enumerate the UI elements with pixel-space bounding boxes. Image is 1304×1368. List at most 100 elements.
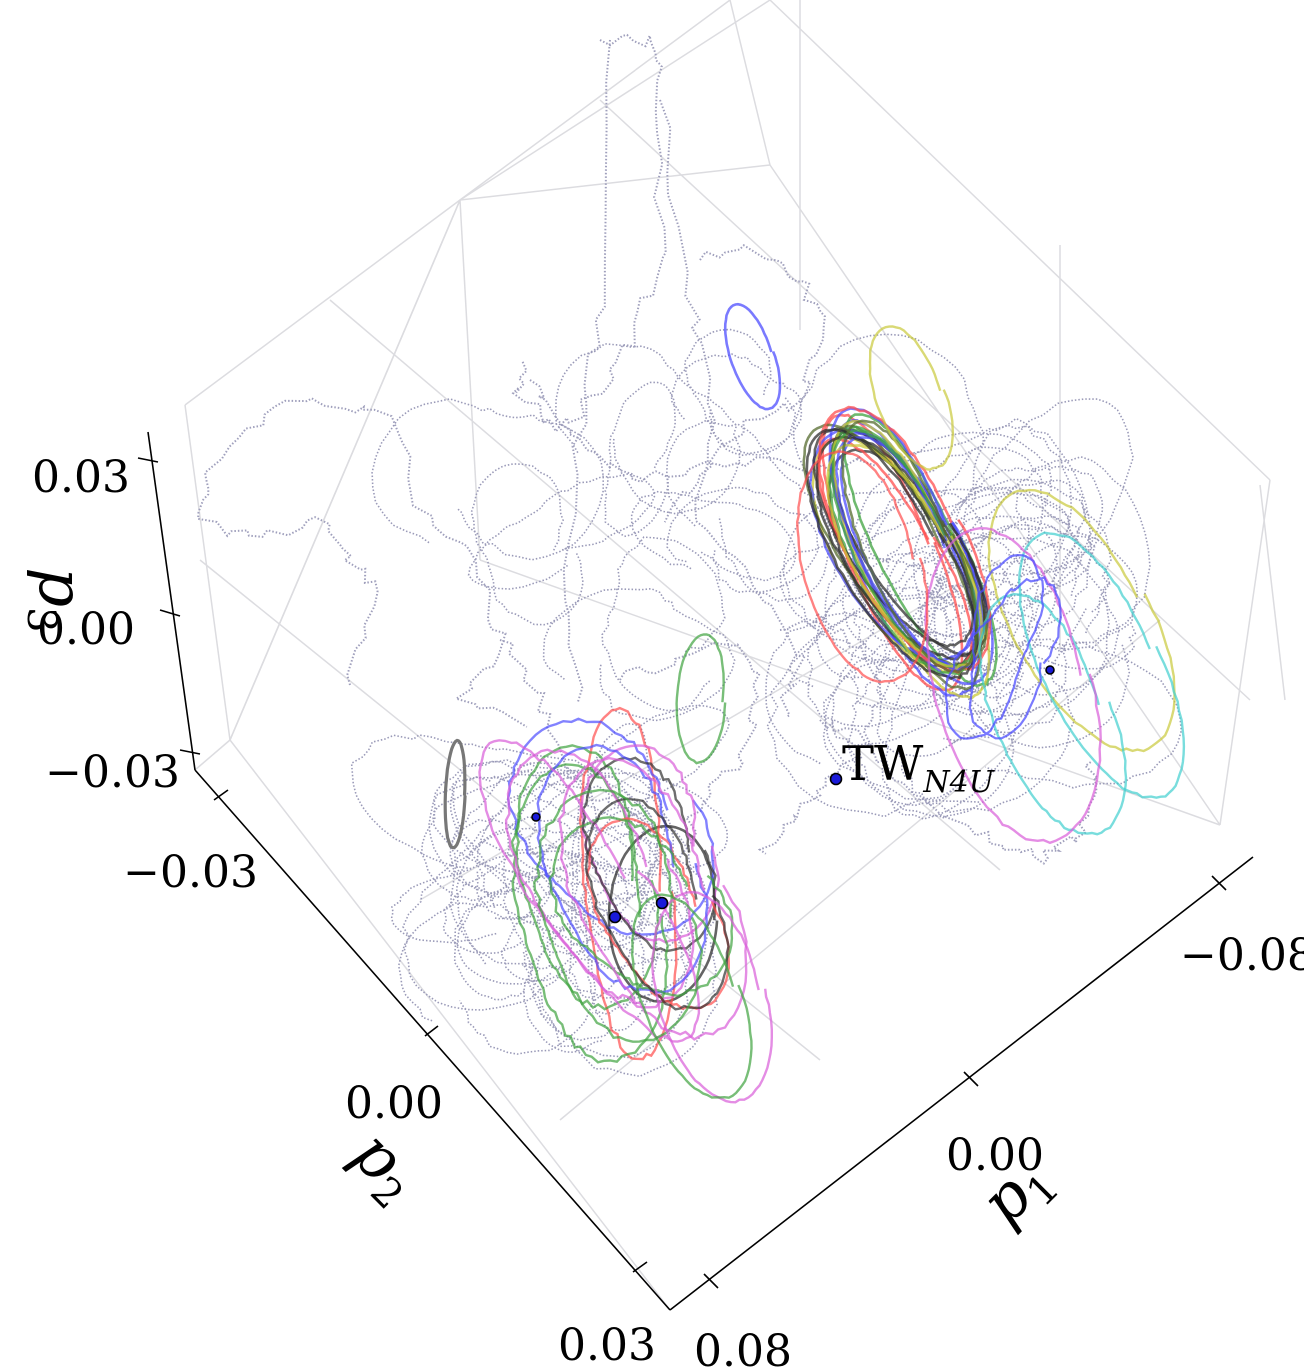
background-trajectory <box>456 860 649 985</box>
orbit-loop <box>795 450 929 684</box>
p3-axis-label: p3 <box>18 567 98 632</box>
axis-tick <box>179 749 201 755</box>
background-trajectory <box>499 639 641 818</box>
grid-line <box>1219 479 1271 826</box>
background-trajectory <box>604 381 676 538</box>
background-trajectory <box>666 486 820 594</box>
background-trajectory <box>197 397 528 728</box>
p2-tick-label: 0.03 <box>558 1320 656 1368</box>
p1-tick-label: −0.08 <box>1180 930 1304 981</box>
orbit-loop <box>723 302 782 411</box>
background-trajectory <box>912 417 1092 699</box>
grid-line <box>459 199 481 561</box>
background-trajectory <box>952 465 1104 580</box>
background-trajectory <box>554 342 741 515</box>
background-trajectory <box>470 463 584 626</box>
orbit-loop <box>443 738 467 850</box>
orbit-loop <box>514 744 660 1011</box>
background-trajectory <box>350 734 661 886</box>
svg-text:p2: p2 <box>333 1116 436 1219</box>
background-trajectory <box>782 486 1023 698</box>
p1-tick-label: 0.08 <box>694 1326 792 1368</box>
axis-tick <box>963 1071 979 1087</box>
p2-tick-label: 0.00 <box>345 1078 443 1129</box>
background-trajectory <box>562 39 611 703</box>
tw-annotation: TWN4U <box>842 736 996 800</box>
grid-line <box>229 739 671 1311</box>
p3-tick-label: 0.03 <box>32 452 130 503</box>
background-trajectory <box>950 515 1137 670</box>
background-trajectory <box>874 515 1076 708</box>
background-trajectory <box>788 595 1042 711</box>
axis-tick <box>137 457 159 463</box>
grid-line <box>459 0 731 201</box>
background-trajectory <box>933 478 1131 749</box>
grid-line <box>729 0 771 166</box>
grid-line <box>194 739 231 771</box>
marker-point <box>1045 665 1055 675</box>
axis-tick <box>632 1261 648 1273</box>
p3-tick-label: −0.03 <box>45 747 180 798</box>
background-trajectory <box>442 843 590 955</box>
background-trajectory <box>501 866 629 982</box>
background-trajectory <box>532 890 692 1042</box>
orbit-loop <box>510 763 670 1064</box>
grid-line <box>769 0 1271 481</box>
grid-line <box>329 299 1001 871</box>
grid-line <box>769 164 1221 826</box>
background-trajectory <box>397 902 597 1055</box>
background-trajectory <box>919 398 1135 716</box>
background-trajectory <box>819 719 1100 865</box>
grid-line <box>229 199 461 741</box>
tw-point <box>829 772 843 786</box>
orbit-loop <box>987 488 1176 753</box>
p2-axis-label: p2 <box>333 1116 436 1219</box>
orbit-loop <box>630 893 753 1099</box>
grid-line <box>419 559 1001 901</box>
background-trajectory <box>601 536 726 712</box>
marker-point <box>531 812 541 822</box>
background-trajectory <box>846 601 1024 807</box>
axis-tick <box>159 609 181 617</box>
grid-line <box>459 164 771 201</box>
trajectories <box>197 32 1186 1104</box>
marker-point <box>655 896 669 910</box>
background-trajectory <box>453 863 595 1001</box>
background-trajectory <box>766 536 1110 818</box>
background-trajectory <box>619 641 761 862</box>
p3-axis-line <box>147 431 196 771</box>
background-trajectory <box>931 486 1120 696</box>
points <box>531 665 1055 924</box>
grid-line <box>1259 484 1286 701</box>
background-trajectory <box>841 525 1139 672</box>
p2-tick-labels: −0.03 0.00 0.03 <box>123 847 656 1368</box>
background-trajectory <box>371 398 604 561</box>
background-trajectory <box>630 490 797 582</box>
grid-line <box>459 0 771 201</box>
background-trajectory <box>428 759 659 904</box>
background-trajectory <box>659 99 807 718</box>
grid-line <box>184 404 231 741</box>
p1-axis-line <box>669 856 1254 1311</box>
orbit-loop <box>548 816 734 998</box>
background-trajectory <box>449 818 552 921</box>
background-trajectory <box>670 353 803 455</box>
background-trajectory <box>665 419 831 603</box>
svg-text:p3: p3 <box>18 567 98 632</box>
orbit-loop <box>584 797 730 1011</box>
orbit-loop <box>675 633 727 765</box>
background-trajectory <box>467 473 656 590</box>
p3-tick-label: 0.00 <box>37 604 135 655</box>
orbit-loop <box>924 526 1102 845</box>
background-trajectory <box>831 479 1087 747</box>
axis-tick <box>703 1273 719 1289</box>
p3-tick-labels: 0.03 0.00 −0.03 <box>32 452 180 798</box>
background-trajectory <box>502 773 718 1078</box>
orbit-loop <box>1017 531 1186 799</box>
orbit-loop <box>478 739 701 1043</box>
background-trajectory <box>542 587 736 722</box>
axis-tick <box>213 789 229 801</box>
p1-tick-labels: −0.08 0.00 0.08 <box>694 930 1304 1368</box>
background-trajectory <box>683 328 797 457</box>
orbit-loop <box>558 756 748 1041</box>
